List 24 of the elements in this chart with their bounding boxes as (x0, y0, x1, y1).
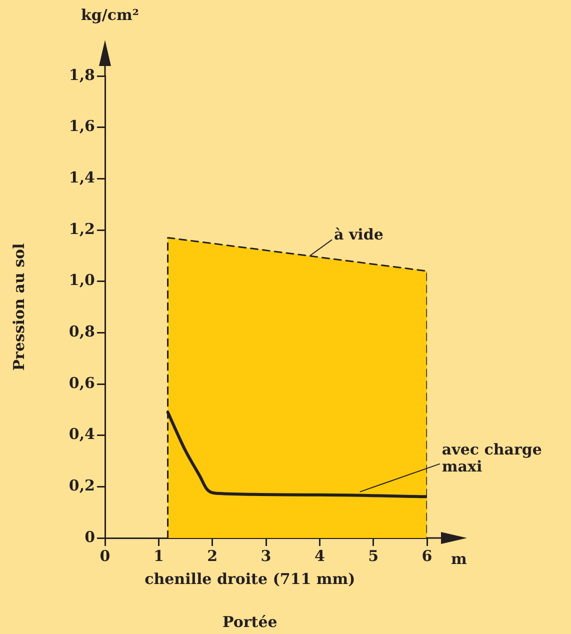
y-tick-label: 1,0 (68, 271, 95, 290)
text: kg/cm² (81, 6, 139, 24)
y-tick-label: 0,4 (68, 425, 95, 444)
text: chenille droite (711 mm) (144, 570, 356, 588)
x-tick-label: 0 (100, 546, 110, 565)
y-tick-label: 1,4 (68, 168, 95, 187)
y-tick-label: 1,2 (68, 220, 95, 238)
y-axis-title: Pression au sol (10, 242, 28, 371)
x-tick-label: 5 (368, 546, 379, 565)
y-tick-label: 0,2 (68, 476, 95, 495)
y-tick-label: 0 (84, 528, 95, 546)
y-tick-label: 0,8 (68, 322, 95, 341)
x-tick-label: 6 (422, 546, 432, 565)
annotation: à vide (334, 226, 384, 244)
x-tick-label: 4 (314, 546, 325, 565)
y-tick-label: 1,6 (68, 117, 95, 136)
y-tick-label: 0,6 (68, 374, 95, 392)
x-tick-label: 3 (260, 546, 272, 565)
annotation: avec charge maxi (442, 440, 542, 476)
y-tick-label: 1,8 (68, 66, 95, 84)
text: m (451, 550, 467, 568)
x-axis-title: Portée (222, 612, 278, 631)
x-tick-label: 1 (153, 546, 164, 565)
x-tick-label: 2 (207, 546, 218, 565)
